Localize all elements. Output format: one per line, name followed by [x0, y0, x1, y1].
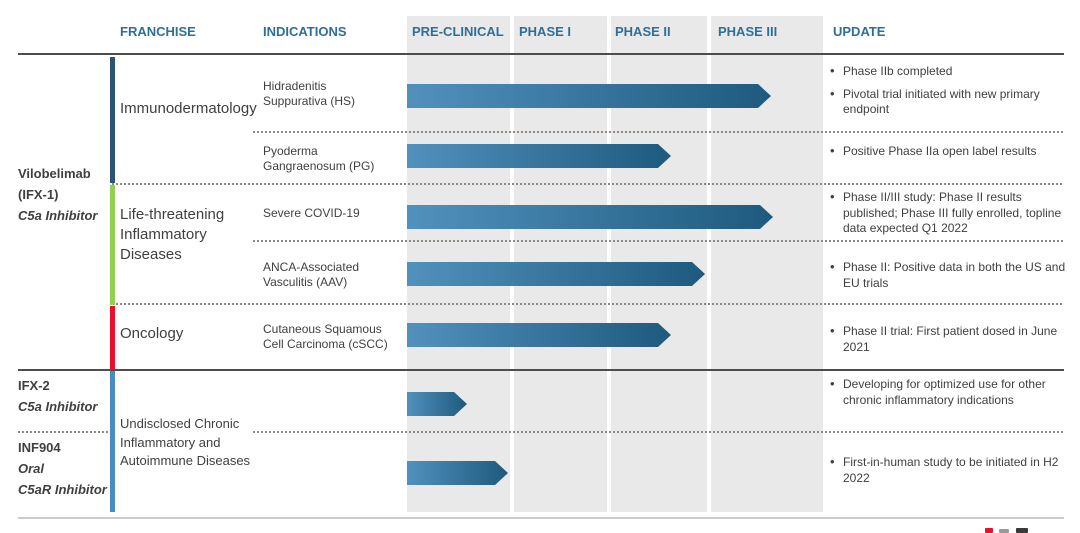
update-cell-cscc: Phase II trial: First patient dosed in J…: [830, 323, 1068, 362]
pipeline-arrow-covid: [407, 205, 773, 229]
pipeline-arrow-pg: [407, 144, 671, 168]
column-header-phase2: PHASE II: [615, 24, 671, 39]
section-divider-line: [18, 369, 1064, 371]
update-bullet-item: First-in-human study to be initiated in …: [830, 454, 1068, 486]
update-bullet-item: Pivotal trial initiated with new primary…: [830, 86, 1068, 118]
pipeline-arrow-inf904: [407, 461, 508, 485]
program-moa: C5a Inhibitor: [18, 208, 98, 223]
program-moa: C5a Inhibitor: [18, 399, 98, 414]
column-header-phase3: PHASE III: [718, 24, 778, 39]
update-cell-ifx2: Developing for optimized use for other c…: [830, 376, 1068, 415]
pipeline-arrow-hs: [407, 84, 771, 108]
franchise-label-undisclosed: Undisclosed Chronic Inflammatory and Aut…: [120, 416, 251, 468]
column-header-franchise: FRANCHISE: [120, 24, 196, 39]
franchise-label-oncology: Oncology: [120, 325, 184, 342]
program-label-ifx2: IFX-2 C5a Inhibitor: [18, 375, 97, 417]
column-header-preclinical: PRE-CLINICAL: [412, 24, 504, 39]
program-name: IFX-2: [18, 378, 50, 393]
program-name: INF904: [18, 440, 61, 455]
update-bullet-item: Phase II: Positive data in both the US a…: [830, 259, 1068, 291]
indication-label-hs: Hidradenitis Suppurativa (HS): [263, 79, 356, 108]
row-separator: [253, 431, 1064, 433]
program-code: (IFX-1): [18, 187, 59, 202]
update-cell-inf904: First-in-human study to be initiated in …: [830, 454, 1068, 493]
indication-label-aav: ANCA-Associated Vasculitis (AAV): [263, 260, 360, 289]
program-label-vilobelimab: Vilobelimab (IFX-1) C5a Inhibitor: [18, 163, 97, 226]
update-bullet-item: Developing for optimized use for other c…: [830, 376, 1068, 408]
column-header-phase1: PHASE I: [519, 24, 572, 39]
program-label-inf904: INF904 Oral C5aR Inhibitor: [18, 437, 107, 500]
inflarx-logo-fragment-icon: [985, 528, 993, 533]
update-cell-pg: Positive Phase IIa open label results: [830, 143, 1068, 167]
row-separator: [253, 131, 1064, 133]
header-underline: [18, 53, 1064, 55]
program-name: Vilobelimab: [18, 166, 91, 181]
franchise-label-inflammatory: Life-threatening Inflammatory Diseases: [120, 206, 225, 263]
indication-label-pg: Pyoderma Gangraenosum (PG): [263, 144, 375, 173]
indication-label-covid: Severe COVID-19: [263, 206, 360, 220]
franchise-color-bar-undisclosed: [110, 371, 115, 512]
update-bullet-item: Phase IIb completed: [830, 63, 1068, 80]
row-separator: [18, 431, 111, 433]
row-separator: [112, 183, 1064, 185]
program-route: Oral: [18, 461, 45, 476]
update-cell-hs: Phase IIb completed Pivotal trial initia…: [830, 63, 1068, 125]
column-header-update: UPDATE: [833, 24, 886, 39]
program-moa: C5aR Inhibitor: [18, 482, 107, 497]
franchise-label-immunodermatology: Immunodermatology: [120, 100, 257, 117]
indication-label-cscc: Cutaneous Squamous Cell Carcinoma (cSCC): [263, 322, 388, 351]
footer-line: [18, 517, 1064, 519]
pipeline-arrow-aav: [407, 262, 705, 286]
update-bullet-item: Positive Phase IIa open label results: [830, 143, 1068, 160]
inflarx-logo-fragment-icon: [999, 529, 1009, 533]
row-separator: [112, 303, 1064, 305]
franchise-color-bar-inflammatory: [110, 185, 115, 305]
franchise-color-bar-oncology: [110, 306, 115, 370]
pipeline-arrow-cscc: [407, 323, 671, 347]
update-cell-covid: Phase II/III study: Phase II results pub…: [830, 189, 1068, 244]
column-header-indications: INDICATIONS: [263, 24, 347, 39]
inflarx-logo-fragment-icon: [1016, 528, 1028, 533]
update-bullet-item: Phase II trial: First patient dosed in J…: [830, 323, 1068, 355]
update-cell-aav: Phase II: Positive data in both the US a…: [830, 259, 1068, 298]
update-bullet-item: Phase II/III study: Phase II results pub…: [830, 189, 1068, 237]
franchise-color-bar-immunodermatology: [110, 57, 115, 183]
pipeline-arrow-ifx2: [407, 392, 467, 416]
row-separator: [253, 240, 1064, 242]
